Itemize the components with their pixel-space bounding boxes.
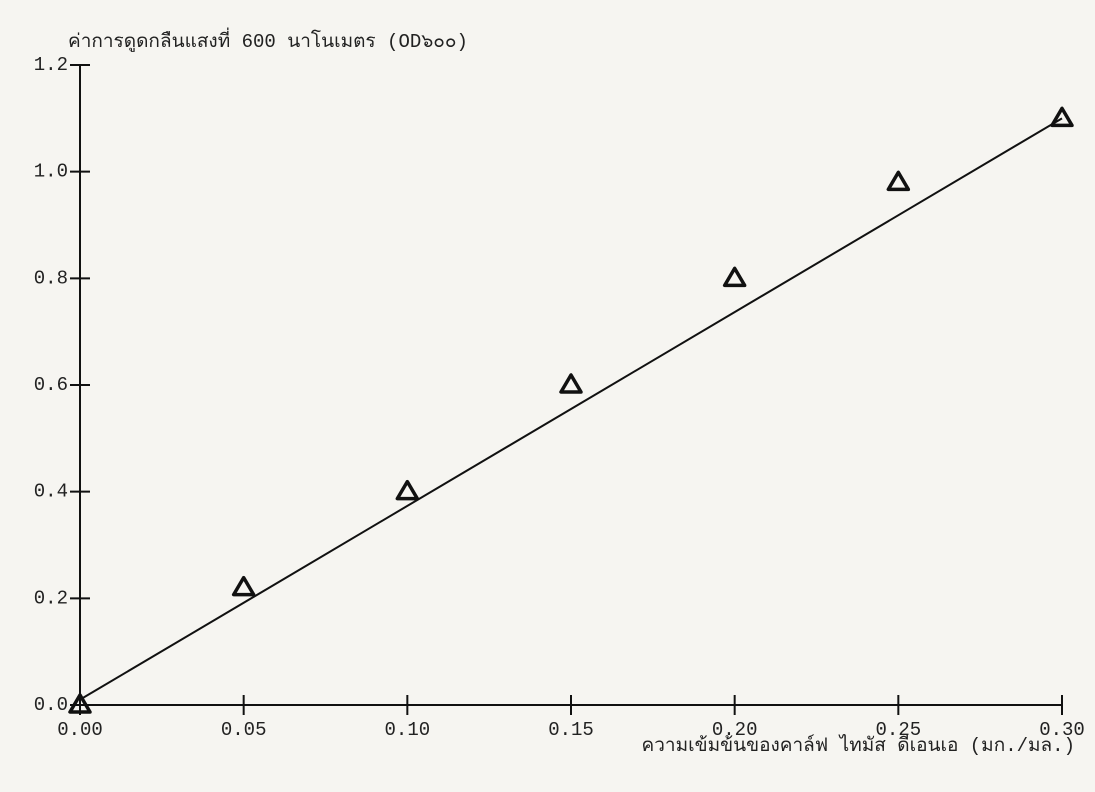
triangle-marker — [722, 266, 747, 288]
y-axis-label: ค่าการดูดกลืนแสงที่ 600 นาโนเมตร (OD๖๐๐) — [68, 27, 468, 53]
triangle-marker — [886, 170, 911, 192]
triangle-marker — [559, 373, 583, 394]
x-tick-label: 0.15 — [548, 719, 594, 741]
fit-line — [79, 117, 1063, 701]
triangle-marker — [1050, 106, 1074, 128]
y-tick-label: 0.4 — [34, 481, 68, 503]
x-tick-label: 0.20 — [712, 719, 758, 741]
triangle-marker — [395, 479, 420, 501]
x-axis-label: ความเข้มข้นของคาล์ฟ ไทมัส ดีเอนเอ (มก./ม… — [642, 734, 1075, 757]
y-tick-label: 0.0 — [34, 694, 68, 716]
y-tick-label: 0.8 — [34, 267, 68, 289]
x-tick-label: 0.25 — [876, 719, 922, 741]
y-tick-label: 1.0 — [34, 161, 68, 183]
x-tick-label: 0.05 — [221, 719, 267, 741]
x-tick-label: 0.00 — [57, 719, 103, 741]
triangle-marker — [68, 693, 92, 714]
y-tick-label: 0.2 — [34, 587, 68, 609]
triangle-marker — [231, 575, 256, 597]
x-tick-label: 0.30 — [1039, 719, 1085, 741]
y-tick-label: 1.2 — [34, 54, 68, 76]
y-tick-label: 0.6 — [34, 374, 68, 396]
x-tick-label: 0.10 — [385, 719, 431, 741]
